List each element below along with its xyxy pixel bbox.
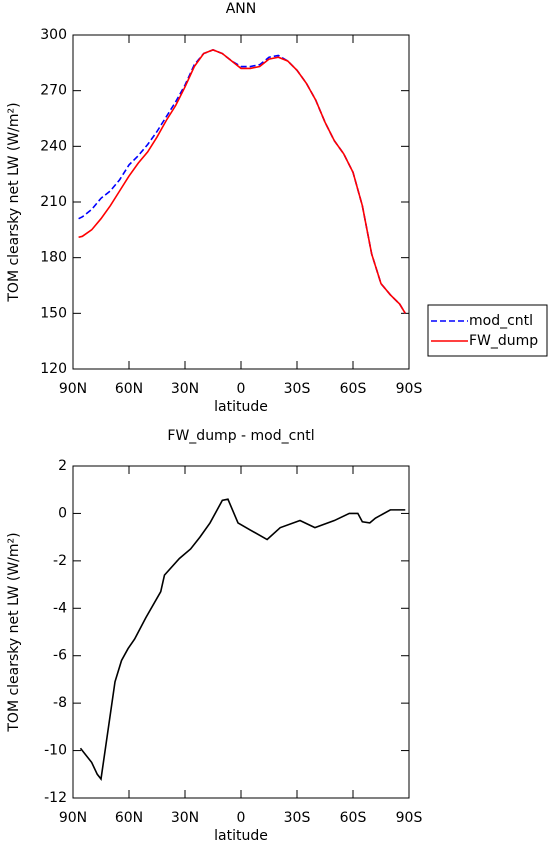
x-tick-label: 60S bbox=[340, 381, 367, 397]
legend-label: mod_cntl bbox=[469, 313, 533, 329]
y-tick-label: 240 bbox=[40, 138, 67, 154]
x-tick-label: 90S bbox=[396, 381, 423, 397]
y-tick-label: -8 bbox=[53, 695, 67, 711]
y-tick-label: 150 bbox=[40, 305, 67, 321]
x-tick-label: 30S bbox=[284, 810, 311, 826]
y-tick-label: -10 bbox=[44, 743, 67, 759]
y-tick-label: 270 bbox=[40, 83, 67, 99]
x-tick-label: 0 bbox=[237, 381, 246, 397]
x-tick-label: 90N bbox=[59, 381, 87, 397]
chart-title: ANN bbox=[226, 1, 257, 17]
x-tick-label: 30N bbox=[171, 810, 199, 826]
x-tick-label: 0 bbox=[237, 810, 246, 826]
y-axis-label: TOM clearsky net LW (W/m²) bbox=[6, 532, 22, 732]
x-tick-label: 60S bbox=[340, 810, 367, 826]
x-tick-label: 60N bbox=[115, 381, 143, 397]
y-tick-label: -4 bbox=[53, 600, 67, 616]
chart-title: FW_dump - mod_cntl bbox=[167, 428, 314, 444]
y-tick-label: 0 bbox=[58, 505, 67, 521]
y-tick-label: 210 bbox=[40, 194, 67, 210]
y-tick-label: -12 bbox=[44, 790, 67, 806]
x-axis-label: latitude bbox=[214, 399, 268, 415]
legend-box bbox=[427, 304, 548, 357]
x-tick-label: 30S bbox=[284, 381, 311, 397]
y-tick-label: 120 bbox=[40, 361, 67, 377]
series-line bbox=[78, 48, 406, 314]
y-tick-label: 300 bbox=[40, 27, 67, 43]
y-tick-label: 2 bbox=[58, 458, 67, 474]
legend-label: FW_dump bbox=[469, 333, 538, 349]
x-tick-label: 90S bbox=[396, 810, 423, 826]
y-tick-label: -6 bbox=[53, 648, 67, 664]
y-tick-label: -2 bbox=[53, 553, 67, 569]
y-axis-label: TOM clearsky net LW (W/m²) bbox=[6, 102, 22, 302]
series-line bbox=[79, 498, 406, 781]
plot-frame bbox=[72, 34, 410, 370]
x-tick-label: 60N bbox=[115, 810, 143, 826]
x-axis-label: latitude bbox=[214, 828, 268, 844]
y-tick-label: 180 bbox=[40, 250, 67, 266]
x-tick-label: 30N bbox=[171, 381, 199, 397]
x-tick-label: 90N bbox=[59, 810, 87, 826]
